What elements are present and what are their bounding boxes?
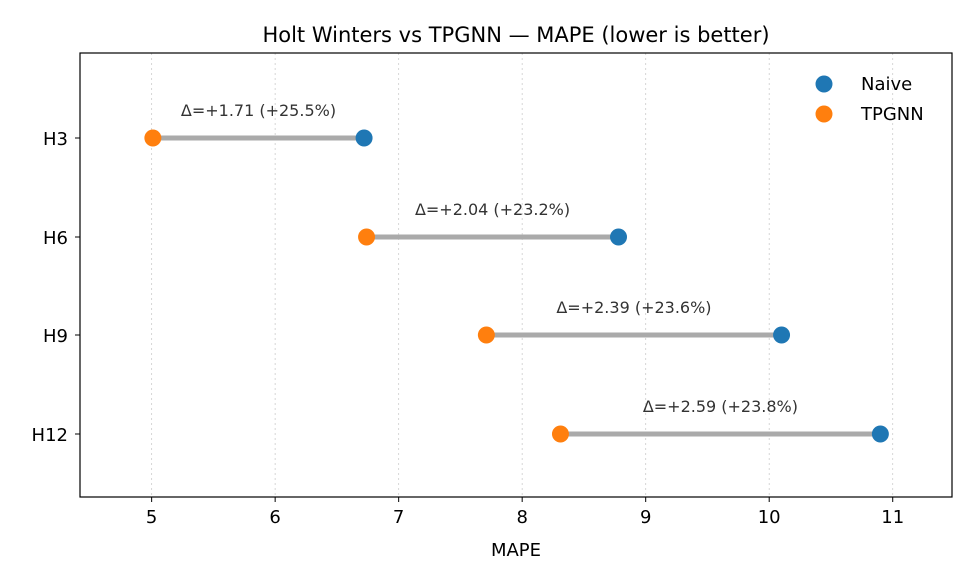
y-tick-label: H3: [43, 129, 68, 150]
y-tick-label: H12: [32, 425, 68, 446]
tpgnn-point: [551, 425, 569, 443]
legend: Naive TPGNN: [815, 74, 924, 125]
x-tick-label: 7: [393, 507, 404, 528]
tpgnn-point: [477, 326, 495, 344]
y-axis-ticks: H3 H6 H9 H12: [32, 129, 80, 446]
connectors: [152, 135, 881, 437]
legend-label: TPGNN: [860, 104, 924, 125]
x-tick-label: 6: [269, 507, 280, 528]
legend-marker: [815, 105, 833, 123]
x-tick-label: 9: [640, 507, 651, 528]
x-tick-label: 8: [516, 507, 527, 528]
legend-marker: [815, 75, 833, 93]
delta-annotation: Δ=+2.39 (+23.6%): [556, 298, 711, 317]
plot-frame: [79, 52, 953, 498]
x-axis-label: MAPE: [491, 540, 541, 561]
data-points: [144, 129, 889, 443]
annotations: Δ=+1.71 (+25.5%) Δ=+2.04 (+23.2%) Δ=+2.39 …: [181, 101, 798, 416]
tpgnn-point: [358, 228, 376, 246]
delta-annotation: Δ=+2.04 (+23.2%): [415, 200, 570, 219]
x-tick-label: 11: [881, 507, 904, 528]
y-tick-label: H6: [43, 228, 68, 249]
naive-point: [355, 129, 373, 147]
x-axis-ticks: 5 6 7 8 9 10 11: [146, 497, 904, 528]
chart-title: Holt Winters vs TPGNN — MAPE (lower is b…: [262, 23, 769, 47]
tpgnn-point: [144, 129, 162, 147]
y-tick-label: H9: [43, 326, 68, 347]
grid-lines: [151, 53, 894, 497]
delta-annotation: Δ=+1.71 (+25.5%): [181, 101, 336, 120]
delta-annotation: Δ=+2.59 (+23.8%): [643, 397, 798, 416]
naive-point: [871, 425, 889, 443]
x-tick-label: 10: [758, 507, 781, 528]
x-tick-label: 5: [146, 507, 157, 528]
naive-point: [773, 326, 791, 344]
legend-label: Naive: [861, 74, 912, 95]
naive-point: [610, 228, 628, 246]
